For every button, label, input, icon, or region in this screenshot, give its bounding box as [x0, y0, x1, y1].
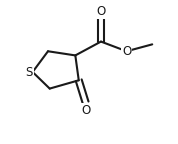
Text: S: S: [25, 66, 33, 78]
Text: O: O: [96, 5, 106, 18]
Text: O: O: [81, 104, 90, 117]
Text: O: O: [122, 45, 131, 58]
